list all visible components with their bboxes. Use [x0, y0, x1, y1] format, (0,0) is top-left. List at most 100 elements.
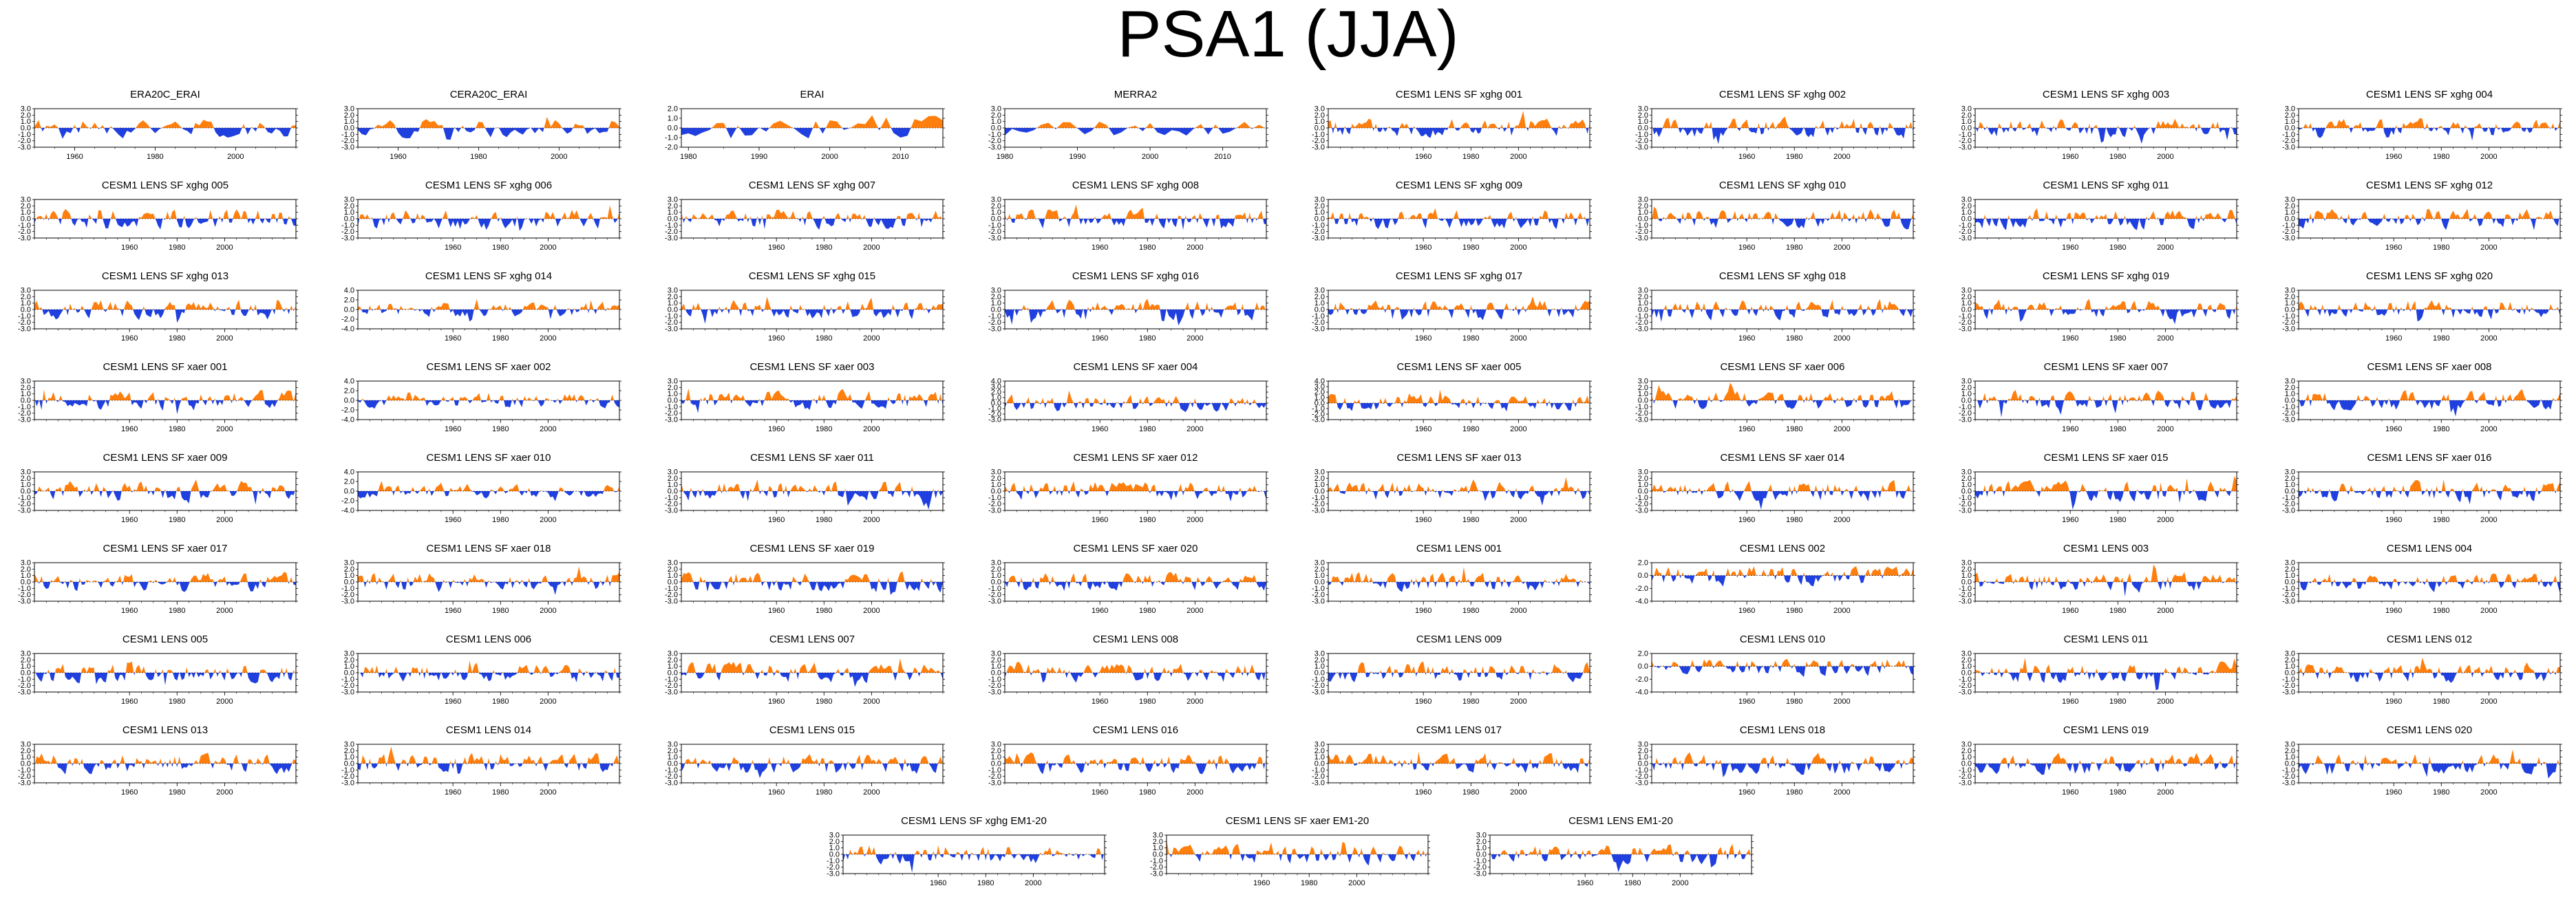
panel-cesm1-lens-014: CESM1 LENS 014 3.0 2.0 1.0 0.0 -1.0 -2.0 -3.0 19…	[325, 724, 641, 806]
y-tick-label: 1.0	[21, 118, 31, 126]
panel-chart: CESM1 LENS SF xaer 013 3.02.01.00.0-1.0-2…	[1312, 452, 1592, 524]
negative-anomaly-area	[358, 310, 619, 322]
negative-anomaly-area	[1652, 491, 1913, 510]
y-tick-label: 2.0	[1638, 202, 1648, 210]
x-tick-label: 1960	[2385, 516, 2402, 524]
y-tick-label: 2.0	[991, 475, 1001, 483]
panel-title: CESM1 LENS SF xaer 009	[103, 452, 228, 464]
negative-anomaly-area	[1005, 764, 1266, 775]
y-tick-label: 0.0	[1961, 579, 1972, 587]
x-tick-label: 2000	[863, 516, 880, 524]
positive-anomaly-area	[1005, 662, 1266, 673]
negative-anomaly-area	[1975, 491, 2237, 510]
panel-chart: CESM1 LENS SF xaer 008 3.02.01.00.0-1.0-2…	[2282, 361, 2562, 433]
panel-cesm1-lens-sf-xaer-016: CESM1 LENS SF xaer 016 3.0 2.0 1.0 0.0 -1.0 -2…	[2266, 451, 2576, 534]
x-tick-label: 2000	[1186, 244, 1203, 252]
y-tick-label: 0.0	[1314, 306, 1325, 314]
panel-title: CESM1 LENS SF xaer 014	[1721, 452, 1845, 464]
y-tick-label: 2.0	[1638, 384, 1648, 392]
x-tick-label: 2000	[2157, 607, 2173, 615]
y-tick-label: 3.0	[1476, 832, 1487, 840]
y-tick-label: 1.0	[1961, 118, 1972, 126]
positive-anomaly-area	[681, 209, 943, 219]
y-tick-label: 4.0	[1314, 378, 1325, 386]
x-tick-label: 1980	[816, 788, 832, 797]
y-tick-label: -1.0	[18, 494, 31, 502]
x-tick-label: 1960	[121, 698, 138, 706]
x-tick-label: 1960	[1092, 698, 1108, 706]
y-tick-label: -2.0	[1635, 409, 1648, 418]
x-tick-label: 1960	[1577, 879, 1593, 887]
x-tick-label: 2000	[1186, 788, 1203, 797]
y-tick-label: 1.0	[1638, 753, 1648, 761]
panel-chart: CESM1 LENS SF xghg 017 3.02.01.00.0-1.0-2…	[1312, 270, 1592, 343]
panel-title: CESM1 LENS 007	[769, 634, 855, 645]
y-tick-label: 2.0	[1961, 565, 1972, 574]
x-tick-label: 1980	[2109, 334, 2126, 343]
positive-anomaly-area	[2299, 208, 2560, 219]
y-tick-label: 2.0	[991, 565, 1001, 574]
y-tick-label: 2.0	[1638, 475, 1648, 483]
panel-chart: CESM1 LENS 015 3.02.01.00.0-1.0-2.0-3.0 19…	[665, 724, 945, 797]
page-title: PSA1 (JJA)	[1117, 0, 1459, 71]
y-tick-label: 2.0	[991, 389, 1001, 397]
x-tick-label: 1960	[66, 153, 83, 161]
panel-cesm1-lens-sf-xghg-008: CESM1 LENS SF xghg 008 3.0 2.0 1.0 0.0 -1.0 -2…	[972, 179, 1288, 261]
y-tick-label: 2.0	[344, 656, 354, 664]
x-tick-label: 1980	[169, 425, 185, 433]
x-tick-label: 1960	[2385, 788, 2402, 797]
negative-anomaly-area	[1005, 673, 1266, 683]
x-tick-label: 1960	[1092, 788, 1108, 797]
x-tick-label: 1980	[492, 516, 509, 524]
y-tick-label: -2.0	[665, 682, 678, 690]
y-tick-label: 0.0	[1638, 306, 1648, 314]
y-tick-label: 0.0	[991, 306, 1001, 314]
positive-anomaly-area	[358, 566, 619, 582]
y-tick-label: -1.0	[2282, 131, 2295, 139]
y-tick-label: 3.0	[1314, 287, 1325, 295]
positive-anomaly-area	[2299, 118, 2560, 128]
panel-chart: CESM1 LENS 001 3.02.01.00.0-1.0-2.0-3.0 19…	[1312, 543, 1592, 615]
panel-chart: CESM1 LENS SF xghg 015 3.02.01.00.0-1.0-2…	[665, 270, 945, 343]
y-tick-label: -3.0	[1635, 325, 1648, 334]
panel-chart: CESM1 LENS SF xaer 012 3.02.01.00.0-1.0-2…	[988, 452, 1268, 524]
x-tick-label: 2000	[551, 153, 567, 161]
negative-anomaly-area	[34, 310, 296, 323]
panel-cesm1-lens-sf-xghg-003: CESM1 LENS SF xghg 003 3.0 2.0 1.0 0.0 -1.0 -2…	[1942, 88, 2259, 171]
panel-title: CERA20C_ERAI	[450, 89, 528, 100]
panel-title: CESM1 LENS 015	[769, 724, 855, 736]
y-tick-label: -1.0	[1635, 403, 1648, 411]
y-tick-label: 2.0	[1314, 389, 1325, 397]
y-tick-label: -3.0	[2282, 325, 2295, 334]
y-tick-label: -1.0	[988, 405, 1001, 413]
panel-chart: CERA20C_ERAI 3.02.01.00.0-1.0-2.0-3.0 1960…	[341, 89, 621, 161]
y-tick-label: -3.0	[1312, 779, 1325, 788]
positive-anomaly-area	[1328, 661, 1590, 673]
y-tick-label: -2.0	[2282, 228, 2295, 236]
x-tick-label: 2000	[216, 698, 233, 706]
y-tick-label: -2.0	[341, 682, 354, 690]
y-tick-label: -3.0	[827, 870, 840, 878]
x-tick-label: 1980	[492, 244, 509, 252]
y-tick-label: -2.0	[1312, 228, 1325, 236]
x-tick-label: 1980	[1301, 879, 1317, 887]
y-tick-label: -2.0	[1635, 228, 1648, 236]
x-tick-label: 1980	[1624, 879, 1641, 887]
panel-title: CESM1 LENS 012	[2387, 634, 2472, 645]
positive-anomaly-area	[34, 208, 296, 219]
panel-cesm1-lens-sf-xghg-002: CESM1 LENS SF xghg 002 3.0 2.0 1.0 0.0 -1.0 -2…	[1619, 88, 1935, 171]
y-tick-label: 2.0	[1638, 747, 1648, 755]
y-tick-label: 0.0	[991, 215, 1001, 224]
panel-title: CESM1 LENS SF xghg 006	[425, 180, 552, 191]
y-tick-label: -1.0	[1635, 131, 1648, 139]
y-tick-label: 2.0	[1314, 656, 1325, 664]
x-tick-label: 1960	[1738, 607, 1755, 615]
negative-anomaly-area	[1652, 128, 1913, 144]
x-tick-label: 1960	[445, 698, 461, 706]
panel-title: ERA20C_ERAI	[130, 89, 200, 100]
y-tick-label: 2.0	[668, 656, 678, 664]
y-tick-label: 1.0	[2285, 753, 2295, 761]
panel-title: CESM1 LENS SF xaer EM1-20	[1226, 815, 1369, 827]
panel-cesm1-lens-sf-xghg-014: CESM1 LENS SF xghg 014 4.0 2.0 0.0 -2.0 -4.0 1…	[325, 270, 641, 352]
y-tick-label: 2.0	[21, 111, 31, 120]
